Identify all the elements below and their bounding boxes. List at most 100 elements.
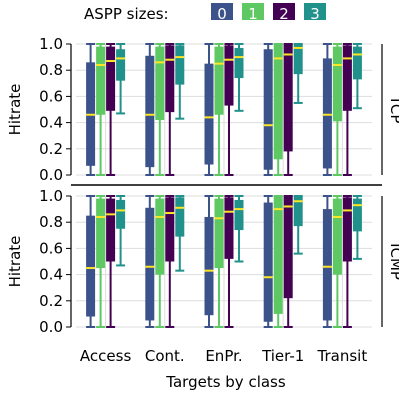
box-body xyxy=(332,46,342,122)
y-tick-label: 0.8 xyxy=(39,213,63,231)
y-tick-label: 0.6 xyxy=(39,87,63,105)
box-tcp-series0-EnPr. xyxy=(204,43,214,176)
legend: ASPP sizes: 0 1 2 3 xyxy=(84,3,326,23)
x-tick-label: Tier-1 xyxy=(261,347,304,365)
box-tcp-series3-Cont. xyxy=(175,43,185,120)
x-tick-labels: Access Cont. EnPr. Tier-1 Transit xyxy=(80,347,367,365)
box-body xyxy=(352,198,362,232)
y-tick-label: 0.8 xyxy=(39,61,63,79)
box-icmp-series1-Tier-1 xyxy=(273,195,283,328)
legend-label-2: 2 xyxy=(279,5,289,23)
box-tcp-series2-EnPr. xyxy=(224,43,234,176)
box-icmp-series2-Access xyxy=(106,195,116,328)
box-body xyxy=(204,63,214,165)
box-body xyxy=(204,216,214,316)
box-tcp-series3-EnPr. xyxy=(234,43,244,112)
box-tcp-series1-Transit xyxy=(332,43,342,176)
y-tick-label: 0.0 xyxy=(39,166,63,184)
legend-label-1: 1 xyxy=(248,5,258,23)
box-body xyxy=(322,58,332,169)
y-tick-label: 1.0 xyxy=(39,187,63,205)
box-body xyxy=(155,46,165,120)
box-body xyxy=(234,199,244,231)
box-body xyxy=(175,45,185,85)
box-body xyxy=(145,207,155,321)
box-icmp-series2-Transit xyxy=(342,195,352,328)
box-body xyxy=(86,215,96,317)
box-tcp-series1-Access xyxy=(96,43,106,176)
box-body xyxy=(214,198,224,269)
box-tcp-series2-Access xyxy=(106,43,116,176)
box-icmp-series3-Transit xyxy=(352,195,362,260)
box-body xyxy=(106,198,116,262)
x-axis-label: Targets by class xyxy=(165,373,286,391)
y-tick-label: 0.0 xyxy=(39,318,63,336)
y-tick-label: 0.6 xyxy=(39,239,63,257)
panel-icmp: 0.0 0.2 0.4 0.6 0.8 1.0 Hitrate ICMP xyxy=(6,187,399,336)
x-tick-label: Access xyxy=(80,347,132,365)
box-icmp-series3-Access xyxy=(116,195,126,267)
box-tcp-series3-Transit xyxy=(352,43,362,110)
box-tcp-series1-Tier-1 xyxy=(273,43,283,176)
box-tcp-series1-EnPr. xyxy=(214,43,224,176)
box-body xyxy=(342,197,352,262)
box-body xyxy=(273,44,283,160)
box-tcp-series1-Cont. xyxy=(155,43,165,176)
box-body xyxy=(214,46,224,115)
box-body xyxy=(96,198,106,269)
box-body xyxy=(332,198,342,275)
box-tcp-series0-Tier-1 xyxy=(263,43,273,176)
y-tick-label: 0.2 xyxy=(39,140,63,158)
box-icmp-series1-Transit xyxy=(332,195,342,328)
box-icmp-series2-Cont. xyxy=(165,195,175,328)
box-tcp-series2-Transit xyxy=(342,43,352,176)
box-body xyxy=(155,198,165,275)
legend-swatch-1 xyxy=(242,3,264,20)
y-tick-label: 1.0 xyxy=(39,35,63,53)
x-tick-label: EnPr. xyxy=(205,347,242,365)
box-tcp-series3-Access xyxy=(116,43,126,115)
legend-swatch-2 xyxy=(273,3,295,20)
y-tick-label: 0.2 xyxy=(39,292,63,310)
box-body xyxy=(283,196,293,299)
box-tcp-series0-Transit xyxy=(322,43,332,176)
y-tick-label: 0.4 xyxy=(39,114,63,132)
box-tcp-series0-Access xyxy=(86,43,96,176)
box-body xyxy=(165,45,175,113)
box-icmp-series0-Cont. xyxy=(145,195,155,328)
box-body xyxy=(234,47,244,79)
box-body xyxy=(116,199,126,229)
box-tcp-series2-Tier-1 xyxy=(283,43,293,176)
legend-label-0: 0 xyxy=(217,5,227,23)
box-body xyxy=(293,44,303,75)
box-icmp-series3-EnPr. xyxy=(234,195,244,263)
facet-label-tcp: TCP xyxy=(387,95,399,124)
box-tcp-series2-Cont. xyxy=(165,43,175,176)
box-icmp-series0-Access xyxy=(86,195,96,328)
box-icmp-series0-EnPr. xyxy=(204,195,214,328)
box-body xyxy=(145,55,155,168)
box-body xyxy=(263,49,273,170)
box-body xyxy=(96,46,106,115)
box-body xyxy=(293,196,303,227)
box-body xyxy=(263,202,273,322)
box-body xyxy=(342,45,352,111)
box-body xyxy=(224,45,234,106)
legend-label-3: 3 xyxy=(310,5,320,23)
box-icmp-series1-Access xyxy=(96,195,106,328)
y-axis-label: Hitrate xyxy=(6,236,24,288)
chart-panels: 0.0 0.2 0.4 0.6 0.8 1.0 Hitrate TCP 0.0 0.2 0.4 0.6… xyxy=(6,35,399,336)
box-body xyxy=(224,197,234,259)
box-body xyxy=(116,49,126,81)
panel-tcp: 0.0 0.2 0.4 0.6 0.8 1.0 Hitrate TCP xyxy=(6,35,399,184)
box-body xyxy=(175,197,185,237)
x-tick-label: Cont. xyxy=(145,347,185,365)
legend-swatch-0 xyxy=(211,3,233,20)
box-icmp-series3-Tier-1 xyxy=(293,195,303,255)
box-tcp-series0-Cont. xyxy=(145,43,155,176)
box-body xyxy=(106,46,116,111)
box-body xyxy=(273,196,283,314)
box-icmp-series2-Tier-1 xyxy=(283,195,293,328)
box-body xyxy=(352,46,362,80)
